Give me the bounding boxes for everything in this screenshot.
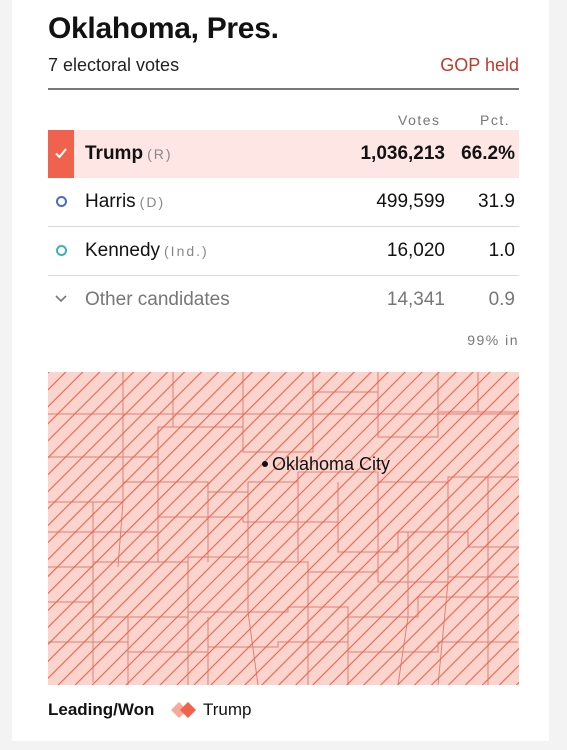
legend-swatch-icon	[171, 702, 196, 718]
candidate-name: Other candidates	[85, 289, 230, 310]
state-fill	[48, 372, 519, 685]
candidate-votes: 16,020	[386, 240, 445, 261]
party-label: (R)	[147, 146, 173, 162]
city-label: Oklahoma City	[272, 454, 391, 474]
candidate-pct: 31.9	[478, 191, 515, 212]
candidate-pct: 66.2%	[461, 143, 515, 164]
candidate-name: Kennedy (Ind.)	[85, 240, 209, 261]
county-borders	[48, 372, 518, 686]
table-row: Kennedy (Ind.) 16,020 1.0	[48, 227, 519, 276]
candidate-dot-icon	[56, 196, 67, 207]
candidate-dot-icon	[56, 245, 67, 256]
chevron-down-icon	[55, 295, 67, 303]
candidate-name: Trump (R)	[85, 143, 173, 164]
winner-check-icon	[48, 130, 74, 178]
candidate-votes: 14,341	[386, 289, 445, 310]
legend-candidate: Trump	[203, 700, 252, 719]
party-label: (Ind.)	[164, 243, 209, 259]
divider	[48, 88, 519, 90]
city-marker	[262, 461, 268, 467]
results-card: Oklahoma, Pres. 7 electoral votes GOP he…	[12, 0, 549, 741]
electoral-votes: 7 electoral votes	[48, 55, 180, 75]
other-candidates-toggle[interactable]: Other candidates 14,341 0.9	[48, 276, 519, 324]
votes-column-header: Votes	[398, 112, 441, 128]
status-badge: GOP held	[440, 55, 519, 75]
table-row: Harris (D) 499,599 31.9	[48, 178, 519, 227]
candidate-name: Harris (D)	[85, 191, 166, 212]
candidate-votes: 499,599	[376, 191, 445, 212]
legend-label: Leading/Won	[48, 700, 155, 719]
county-map: Oklahoma City	[48, 372, 519, 686]
table-row: Trump (R) 1,036,213 66.2%	[48, 130, 519, 178]
reporting-status: 99% in	[467, 332, 519, 348]
pct-column-header: Pct.	[480, 112, 511, 128]
page-title: Oklahoma, Pres.	[48, 12, 279, 45]
party-label: (D)	[139, 194, 166, 210]
candidate-pct: 0.9	[488, 289, 515, 310]
candidate-pct: 1.0	[488, 240, 515, 261]
candidate-votes: 1,036,213	[360, 143, 445, 164]
